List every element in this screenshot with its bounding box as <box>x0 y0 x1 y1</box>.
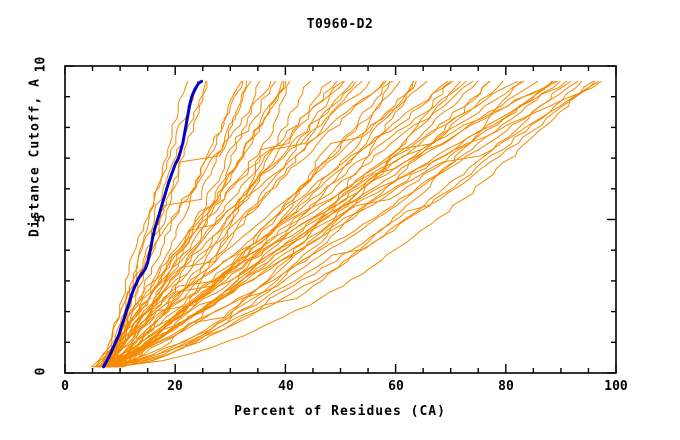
x-tick-label: 100 <box>604 379 628 394</box>
background-series-lines <box>91 80 602 368</box>
x-tick-label: 20 <box>167 379 183 394</box>
x-tick-label: 60 <box>388 379 404 394</box>
x-tick-label: 0 <box>61 379 69 394</box>
x-tick-label: 40 <box>278 379 294 394</box>
highlighted-series-line <box>102 79 204 369</box>
x-tick-label: 80 <box>498 379 514 394</box>
tick-marks <box>64 65 617 374</box>
chart-title: T0960-D2 <box>306 17 374 32</box>
x-axis-label: Percent of Residues (CA) <box>234 404 446 419</box>
